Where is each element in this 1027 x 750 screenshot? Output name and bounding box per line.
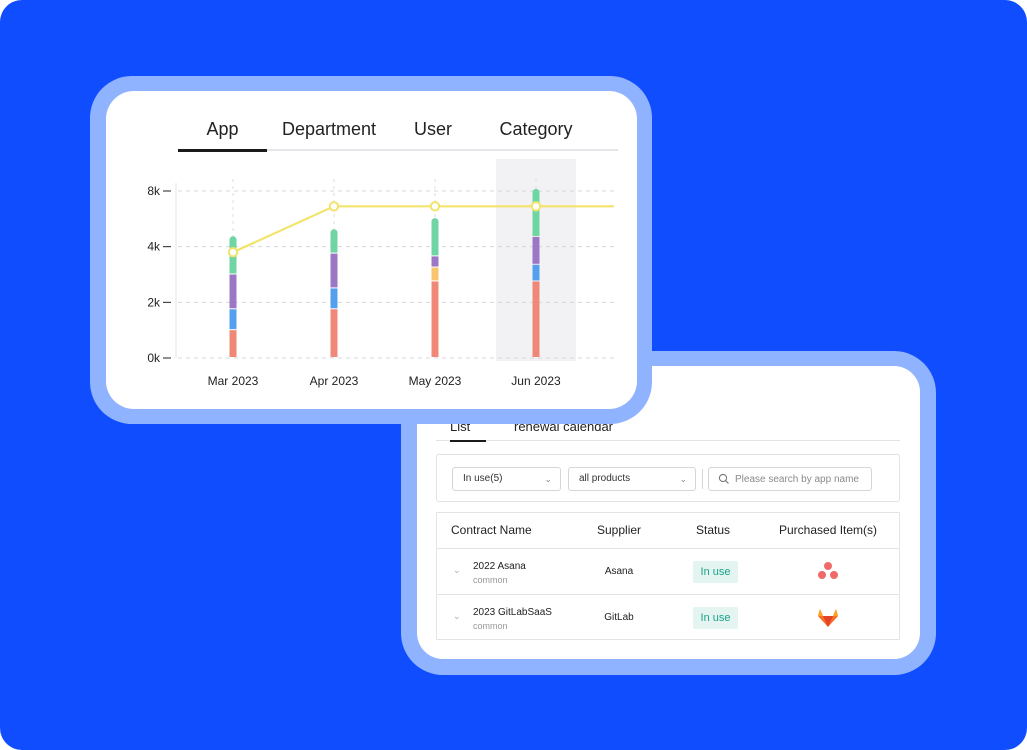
contract-name: 2022 Asana bbox=[473, 561, 526, 572]
status-filter-value: In use(5) bbox=[463, 473, 503, 484]
tab-category[interactable]: Category bbox=[499, 119, 573, 139]
table-row[interactable]: ⌄ 2022 Asana common Asana In use bbox=[437, 549, 899, 595]
bar-segment bbox=[330, 232, 338, 253]
supplier-name: GitLab bbox=[604, 612, 634, 623]
bar-segment bbox=[431, 256, 439, 267]
bar-segment bbox=[431, 281, 439, 357]
status-badge: In use bbox=[693, 561, 738, 583]
y-tick-label: 8k bbox=[147, 184, 161, 198]
bar-segment bbox=[431, 221, 439, 256]
bar-segment bbox=[330, 253, 338, 288]
status-filter-select[interactable]: In use(5) ⌄ bbox=[452, 467, 561, 491]
bar-segment bbox=[330, 288, 338, 309]
status-badge: In use bbox=[693, 607, 738, 629]
product-filter-select[interactable]: all products ⌄ bbox=[568, 467, 696, 491]
asana-icon bbox=[818, 562, 838, 579]
supplier-name: Asana bbox=[604, 566, 634, 577]
contract-group: common bbox=[473, 575, 508, 585]
bar-segment bbox=[229, 330, 237, 357]
column-supplier: Supplier bbox=[597, 523, 642, 537]
bar-segment bbox=[532, 264, 540, 281]
bar-segment bbox=[532, 236, 540, 264]
column-contract-name: Contract Name bbox=[451, 523, 532, 537]
x-tick-label: Apr 2023 bbox=[310, 374, 359, 388]
column-status: Status bbox=[696, 523, 731, 537]
chevron-down-icon[interactable]: ⌄ bbox=[453, 611, 461, 621]
chevron-down-icon: ⌄ bbox=[544, 474, 552, 484]
bar-segment bbox=[431, 267, 439, 281]
bar-cap bbox=[330, 229, 338, 237]
bar-segment bbox=[229, 274, 237, 309]
x-tick-label: May 2023 bbox=[409, 374, 462, 388]
bar-segment bbox=[532, 192, 540, 236]
bar-cap bbox=[431, 218, 439, 226]
trend-point bbox=[429, 201, 441, 212]
bar-segment bbox=[532, 281, 540, 357]
filter-bar: In use(5) ⌄ all products ⌄ bbox=[436, 454, 900, 502]
contracts-table: Contract Name Supplier Status Purchased … bbox=[436, 512, 900, 640]
usage-chart-card: App Department User Category 0k 2k 4k 8k Mar… bbox=[106, 91, 637, 409]
contract-group: common bbox=[473, 621, 508, 631]
y-tick-label: 0k bbox=[147, 351, 161, 365]
gitlab-icon bbox=[818, 609, 838, 627]
column-purchased-items: Purchased Item(s) bbox=[779, 523, 878, 537]
tab-user[interactable]: User bbox=[413, 119, 452, 139]
stacked-bar-chart: 0k 2k 4k 8k Mar 2023 Apr 2023 May 2023 Jun 2023 bbox=[147, 159, 614, 388]
trend-point bbox=[227, 247, 239, 258]
bar-cap bbox=[532, 188, 540, 196]
search-box[interactable] bbox=[708, 467, 872, 491]
chart-tab-bar: App Department User Category bbox=[178, 111, 618, 152]
product-filter-value: all products bbox=[579, 473, 631, 484]
bar-segment bbox=[330, 309, 338, 357]
table-row[interactable]: ⌄ 2023 GitLabSaaS common GitLab In use bbox=[437, 595, 899, 640]
tab-app[interactable]: App bbox=[178, 115, 267, 152]
search-icon bbox=[718, 473, 729, 484]
bar-cap bbox=[229, 236, 237, 244]
bar-segment bbox=[229, 309, 237, 330]
chevron-down-icon[interactable]: ⌄ bbox=[453, 565, 461, 575]
tab-department[interactable]: Department bbox=[281, 119, 377, 139]
filter-divider bbox=[702, 469, 703, 489]
x-tick-label: Jun 2023 bbox=[511, 374, 561, 388]
search-input[interactable] bbox=[735, 470, 867, 488]
table-header: Contract Name Supplier Status Purchased … bbox=[437, 513, 899, 549]
chevron-down-icon: ⌄ bbox=[679, 474, 687, 484]
trend-point bbox=[328, 201, 340, 212]
contract-name: 2023 GitLabSaaS bbox=[473, 607, 552, 618]
y-tick-label: 2k bbox=[147, 295, 161, 309]
y-tick-label: 4k bbox=[147, 240, 161, 254]
trend-point bbox=[530, 201, 542, 212]
x-tick-label: Mar 2023 bbox=[208, 374, 259, 388]
